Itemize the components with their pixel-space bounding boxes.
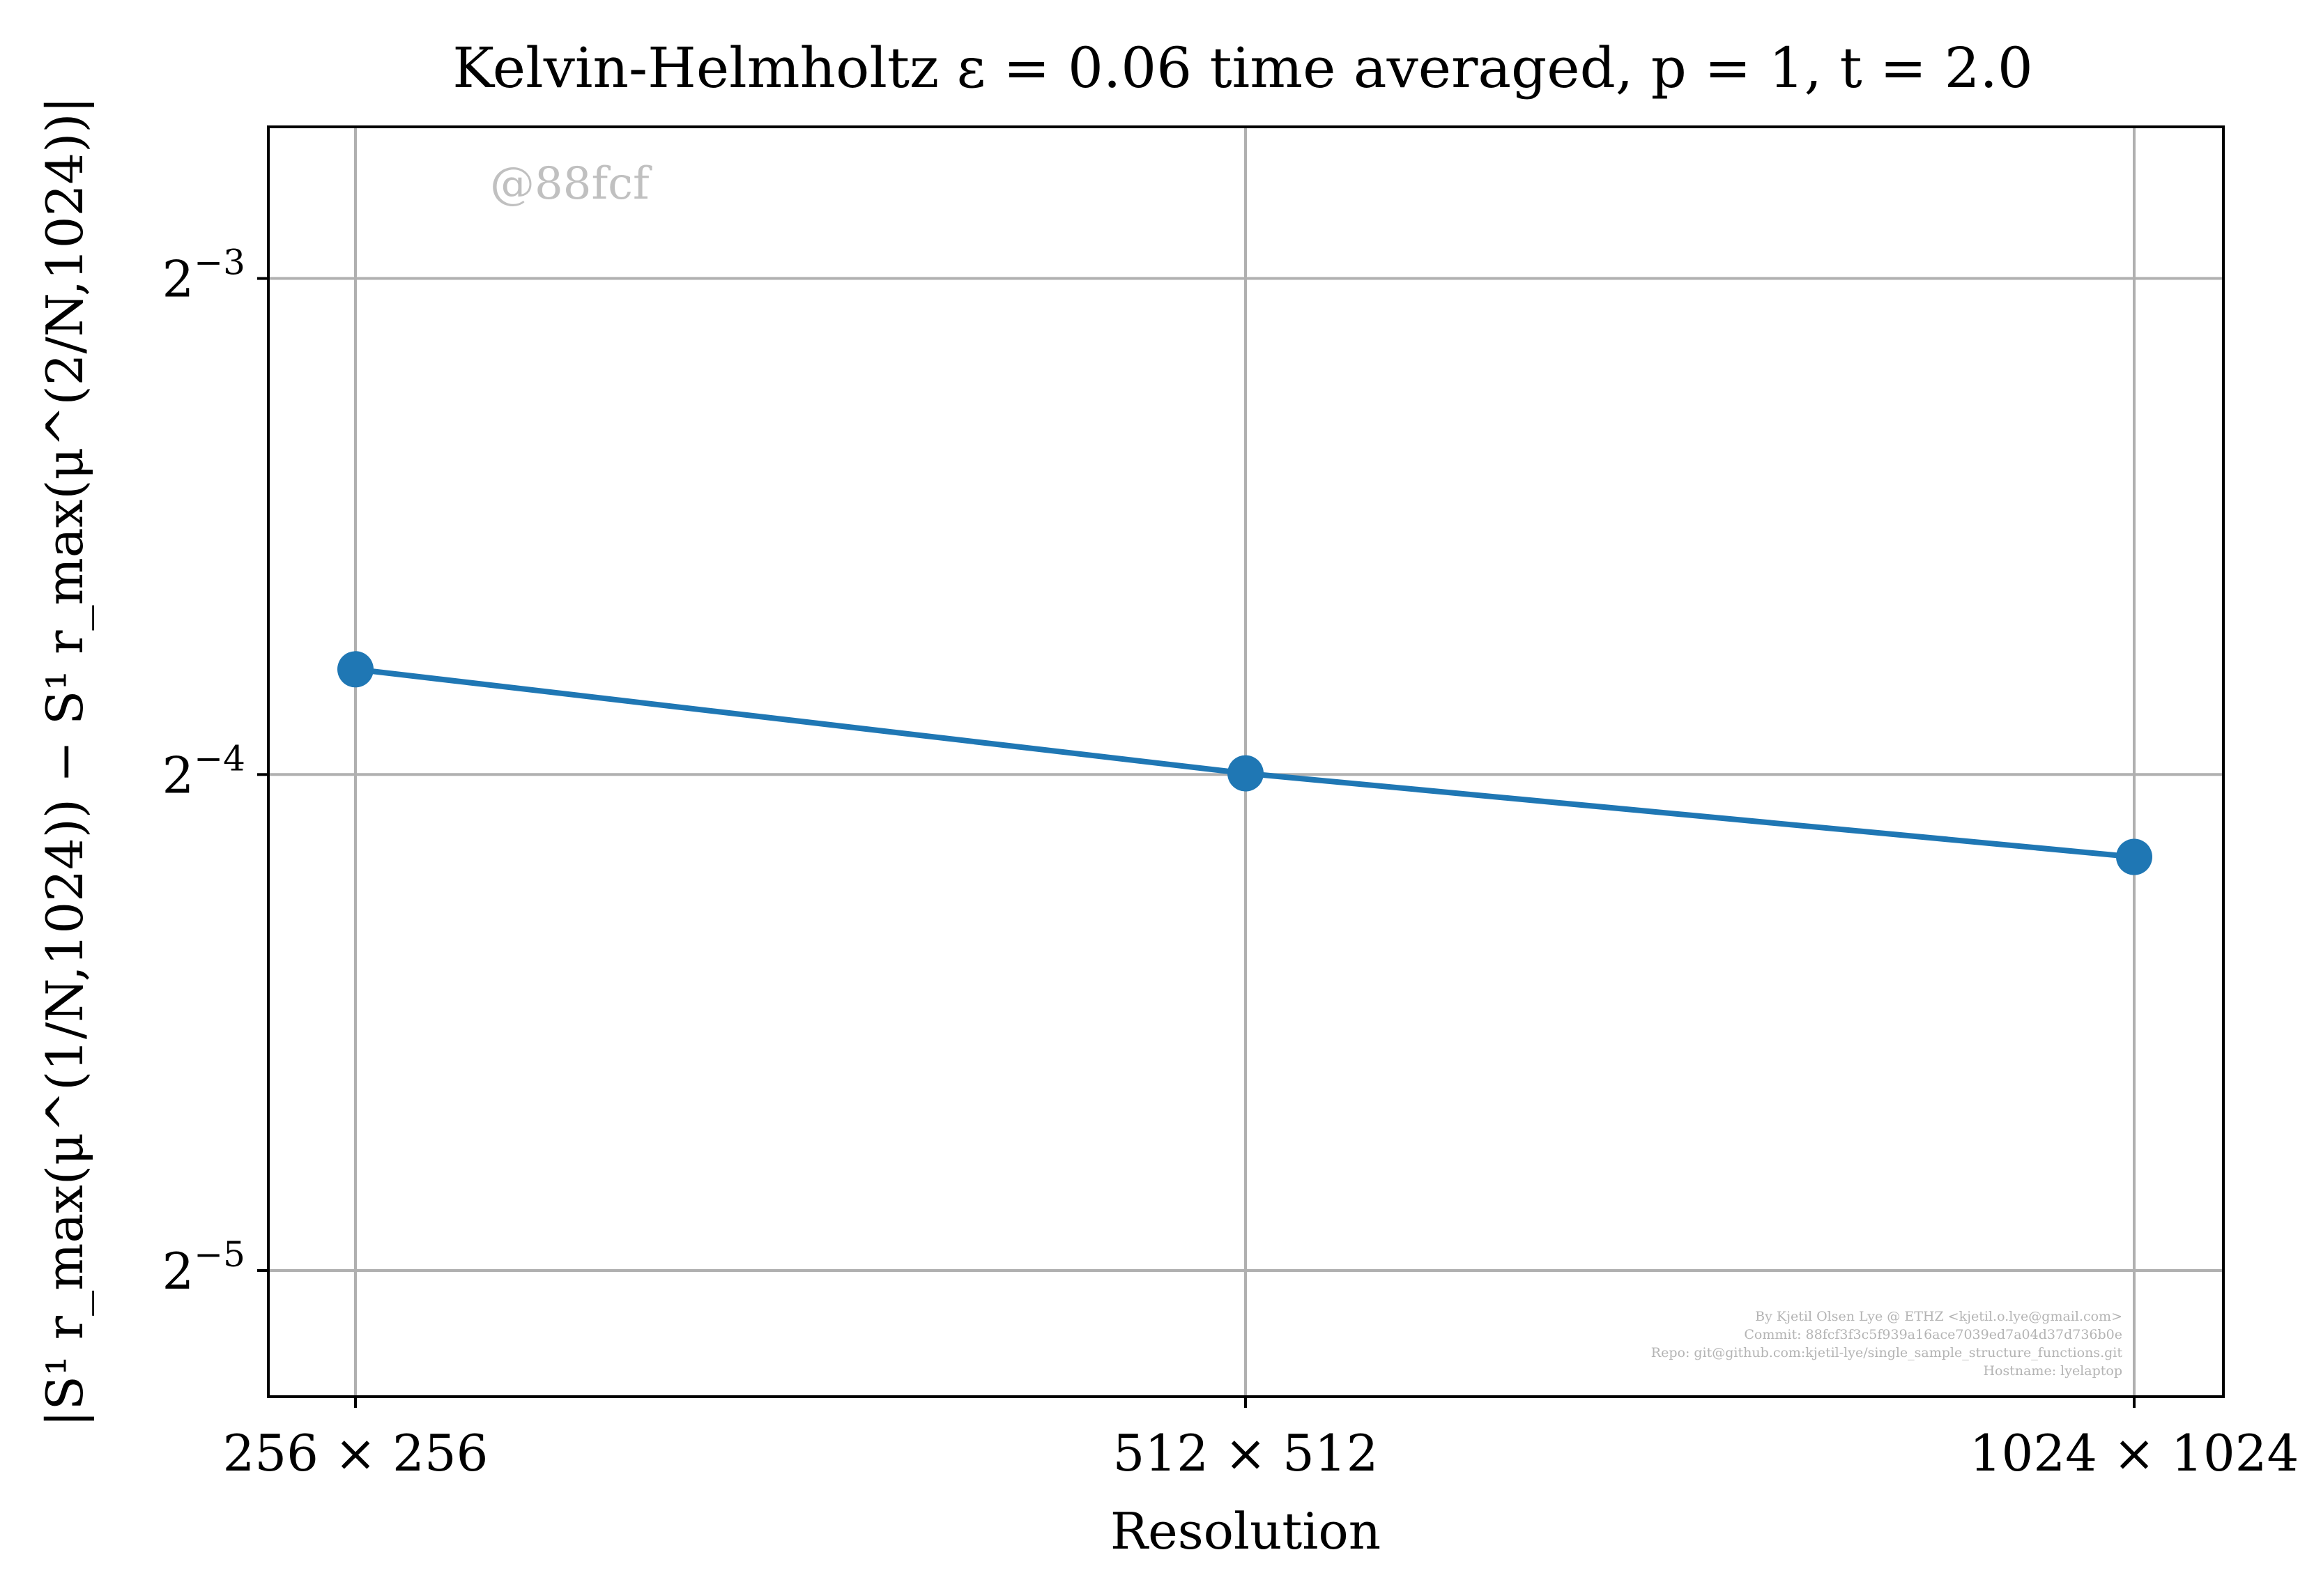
chart-title: Kelvin-Helmholtz ε = 0.06 time averaged,… (452, 36, 2033, 100)
y-ticks: 2−3 2−4 2−5 (162, 243, 268, 1300)
watermark: @88fcf (490, 158, 652, 210)
series-group (337, 651, 2152, 875)
credit-line: Repo: git@github.com:kjetil-lye/single_s… (1651, 1345, 2123, 1360)
y-axis-label: |S¹ r_max(μ^(1/N,1024)) − S¹ r_max(μ^(2/… (36, 96, 94, 1427)
plot-frame (267, 125, 2225, 1398)
credit-line: By Kjetil Olsen Lye @ ETHZ <kjetil.o.lye… (1755, 1309, 2122, 1324)
data-point (337, 651, 374, 688)
x-tick-label: 256 × 256 (223, 1424, 489, 1482)
y-tick-label: 2−4 (162, 738, 245, 804)
y-tick-label: 2−3 (162, 243, 245, 309)
credit-line: Hostname: lyelaptop (1983, 1363, 2122, 1379)
x-tick-label: 1024 × 1024 (1970, 1424, 2299, 1482)
credits: By Kjetil Olsen Lye @ ETHZ <kjetil.o.lye… (1651, 1309, 2123, 1379)
data-point (2116, 838, 2152, 875)
x-tick-label: 512 × 512 (1113, 1424, 1379, 1482)
y-tick-label: 2−5 (162, 1234, 245, 1300)
x-axis-label: Resolution (1110, 1502, 1381, 1560)
data-point (1227, 755, 1264, 792)
x-ticks: 256 × 256 512 × 512 1024 × 1024 (223, 1397, 2299, 1482)
credit-line: Commit: 88fcf3f3c5f939a16ace7039ed7a04d3… (1744, 1327, 2122, 1342)
